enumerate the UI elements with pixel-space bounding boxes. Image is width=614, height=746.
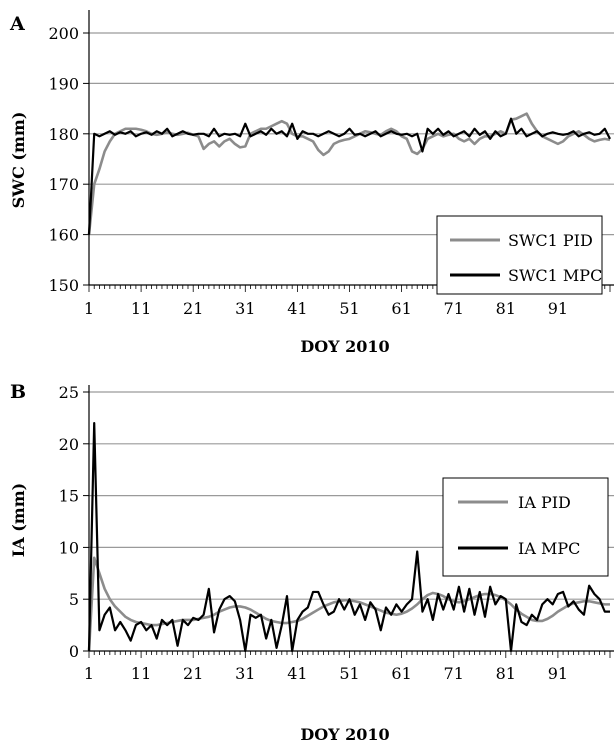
panel-a-x-tick-label: 11 (131, 299, 151, 318)
panel-a-series-mpc-line (87, 117, 611, 235)
panel-b-x-tick-label: 81 (496, 664, 516, 683)
panel-b-legend-label-pid: IA PID (518, 493, 571, 512)
panel-a-x-tick-label: 41 (287, 299, 307, 318)
panel-a-x-tick-label: 1 (84, 299, 94, 318)
panel-b-label: B (10, 381, 26, 403)
panel-b-series-mpc-line (87, 421, 610, 653)
panel-b-y-tick-label: 15 (59, 487, 79, 506)
panel-b-x-tick-label: 91 (548, 664, 568, 683)
panel-a-x-ticks: 1 11 21 31 41 51 61 71 81 91 (84, 285, 611, 318)
panel-b-x-tick-label: 51 (339, 664, 359, 683)
panel-a-legend: SWC1 PID SWC1 MPC (436, 215, 603, 295)
panel-b-x-tick-label: 41 (287, 664, 307, 683)
panel-a-y-tick-label: 180 (48, 125, 79, 144)
panel-b-y-label: IA (mm) (9, 483, 28, 557)
panel-b-y-tick-label: 10 (59, 538, 79, 557)
panel-b-legend-label-mpc: IA MPC (518, 539, 580, 558)
panel-a-legend-box (436, 215, 603, 295)
panel-a-x-tick-label: 21 (183, 299, 203, 318)
panel-b-y-tick-label: 20 (59, 435, 79, 454)
panel-a-x-tick-label: 61 (391, 299, 411, 318)
panel-b-x-tick-label: 1 (84, 664, 94, 683)
panel-a-y-tick-label: 160 (48, 226, 79, 245)
panel-b-legend-box (442, 477, 609, 577)
panel-b-y-ticks: 0 5 10 15 20 25 (59, 383, 89, 661)
panel-a-x-tick-label: 51 (339, 299, 359, 318)
panel-a-y-ticks: 150 160 170 180 190 200 (48, 24, 89, 295)
panel-b-x-tick-label: 31 (235, 664, 255, 683)
panel-a-series (87, 112, 611, 235)
panel-a-legend-label-mpc: SWC1 MPC (508, 266, 602, 285)
panel-a-x-label: DOY 2010 (300, 337, 389, 356)
panel-b-x-tick-label: 11 (131, 664, 151, 683)
panel-a-legend-label-pid: SWC1 PID (508, 231, 593, 250)
panel-a-y-tick-label: 190 (48, 74, 79, 93)
panel-a-y-tick-label: 200 (48, 24, 79, 43)
panel-a-x-tick-label: 71 (444, 299, 464, 318)
panel-b-x-tick-label: 71 (444, 664, 464, 683)
panel-a-label: A (9, 13, 25, 35)
panel-b-y-tick-label: 25 (59, 383, 79, 402)
panel-a-x-tick-label: 81 (496, 299, 516, 318)
panel-a-y-tick-label: 170 (48, 175, 79, 194)
panel-b-x-tick-label: 61 (391, 664, 411, 683)
panel-a-y-label: SWC (mm) (9, 112, 28, 209)
panel-b-y-tick-label: 0 (69, 642, 79, 661)
panel-b-x-ticks: 1 11 21 31 41 51 61 71 81 91 (84, 651, 611, 683)
panel-b-series (87, 421, 610, 653)
panel-a-x-tick-label: 91 (548, 299, 568, 318)
panel-a-x-tick-label: 31 (235, 299, 255, 318)
panel-b-legend: IA PID IA MPC (442, 477, 609, 577)
panel-b-x-label: DOY 2010 (300, 725, 389, 744)
panel-a-y-tick-label: 150 (48, 276, 79, 295)
panel-b-y-tick-label: 5 (69, 590, 79, 609)
panel-b-x-tick-label: 21 (183, 664, 203, 683)
